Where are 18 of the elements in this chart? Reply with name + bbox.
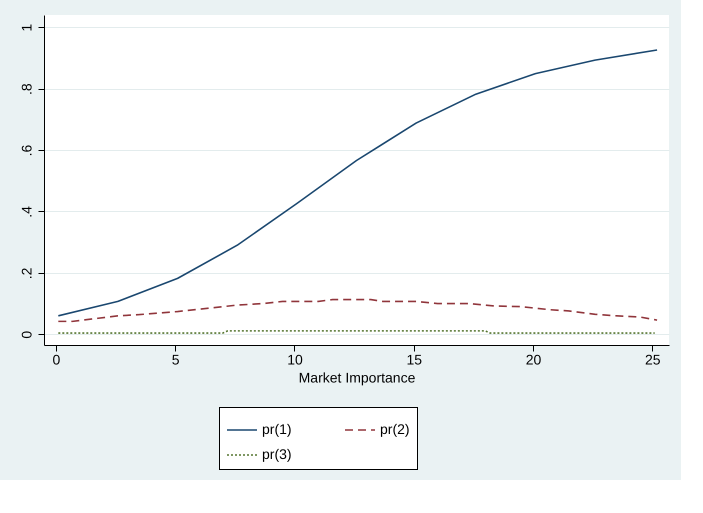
x-tick-label: 20 [526, 352, 542, 368]
x-tick-label: 0 [52, 352, 61, 368]
y-tick-label: .2 [18, 267, 34, 280]
x-tick-label: 10 [287, 352, 303, 368]
y-tick-label: .6 [18, 144, 34, 156]
legend-label: pr(1) [262, 421, 292, 437]
x-tick-label: 25 [645, 352, 661, 368]
line-series [58, 49, 658, 317]
x-tick-label: 5 [172, 352, 180, 368]
y-tick-label: .8 [18, 83, 34, 96]
y-tick-label: .4 [18, 206, 34, 218]
x-tick-label: 15 [406, 352, 422, 368]
x-axis-title: Market Importance [298, 370, 416, 386]
y-tick-label: 0 [18, 330, 34, 339]
y-tick-label: 1 [18, 24, 34, 32]
line-series [58, 298, 658, 322]
legend-label: pr(2) [380, 421, 410, 437]
legend-label: pr(3) [262, 446, 292, 462]
